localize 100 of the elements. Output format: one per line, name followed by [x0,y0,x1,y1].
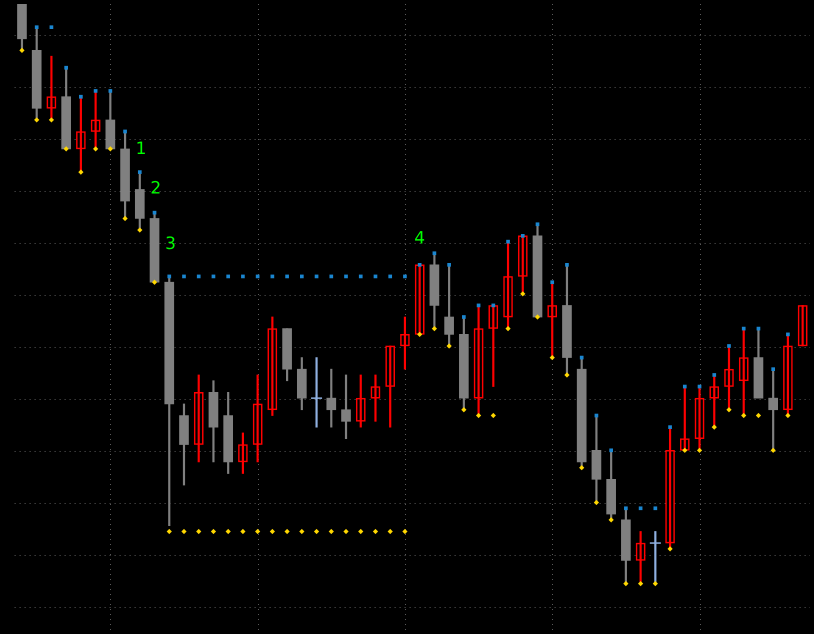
point [742,326,746,330]
point [152,280,158,285]
point [181,528,187,534]
point [285,274,289,278]
point [314,274,318,278]
point [108,89,112,93]
point [64,146,69,152]
point [654,506,658,510]
point [94,89,98,93]
point [476,412,482,418]
point [372,528,378,534]
point [461,407,466,412]
point [506,240,510,244]
point [594,414,598,418]
point [166,528,172,534]
point [550,354,555,360]
point [358,274,363,278]
point [241,274,245,278]
point [786,332,790,336]
point [432,251,436,256]
point [34,117,40,123]
point [388,274,392,278]
point [418,262,422,267]
point [594,500,600,506]
point [182,274,186,278]
annotation: 1 [136,138,146,159]
point [756,326,760,330]
point [122,216,128,222]
point [343,528,349,534]
point [490,412,496,418]
point [712,424,717,430]
point [210,528,216,534]
point [344,274,348,278]
point [462,315,466,319]
point [93,146,98,152]
point [726,407,732,412]
point [270,274,274,278]
point [256,274,260,278]
point [536,222,540,226]
point [712,373,716,377]
point [329,274,334,278]
point [152,210,156,215]
point [624,506,628,510]
point [34,25,39,30]
point [770,448,776,453]
point [534,314,540,320]
point [212,274,216,278]
point [580,356,584,360]
point [652,581,658,586]
point [123,130,127,134]
point [476,304,480,308]
point [196,528,202,534]
point [255,528,260,534]
point [417,332,422,337]
point [108,146,113,152]
point [78,169,84,175]
point [48,117,54,123]
point [579,465,584,470]
point [698,384,702,388]
point [167,274,172,278]
point [388,528,393,534]
point [358,528,364,534]
point [609,448,613,452]
point [403,274,407,278]
point [270,528,275,534]
point [447,262,451,267]
point [79,94,83,99]
point [564,372,570,378]
point [299,528,304,534]
point [240,528,246,534]
point [520,234,525,238]
point [328,528,334,534]
point [623,581,628,586]
point [520,291,526,296]
point [284,528,290,534]
annotation: 3 [165,234,176,254]
point [402,528,408,534]
point [756,412,762,418]
point [785,412,791,418]
point [668,425,672,429]
point [300,274,304,278]
point [226,528,231,534]
point [565,262,569,267]
point [505,326,511,332]
point [50,25,54,30]
point [226,274,230,278]
point [196,274,201,278]
point [446,343,452,349]
point [608,517,614,522]
point [682,448,688,453]
point [374,274,378,278]
point [667,546,673,552]
point [550,280,554,284]
point [638,581,644,586]
point [741,412,746,418]
point [638,506,642,510]
point [432,326,437,332]
point [137,227,142,233]
annotation: 2 [150,178,162,199]
point [19,48,25,53]
